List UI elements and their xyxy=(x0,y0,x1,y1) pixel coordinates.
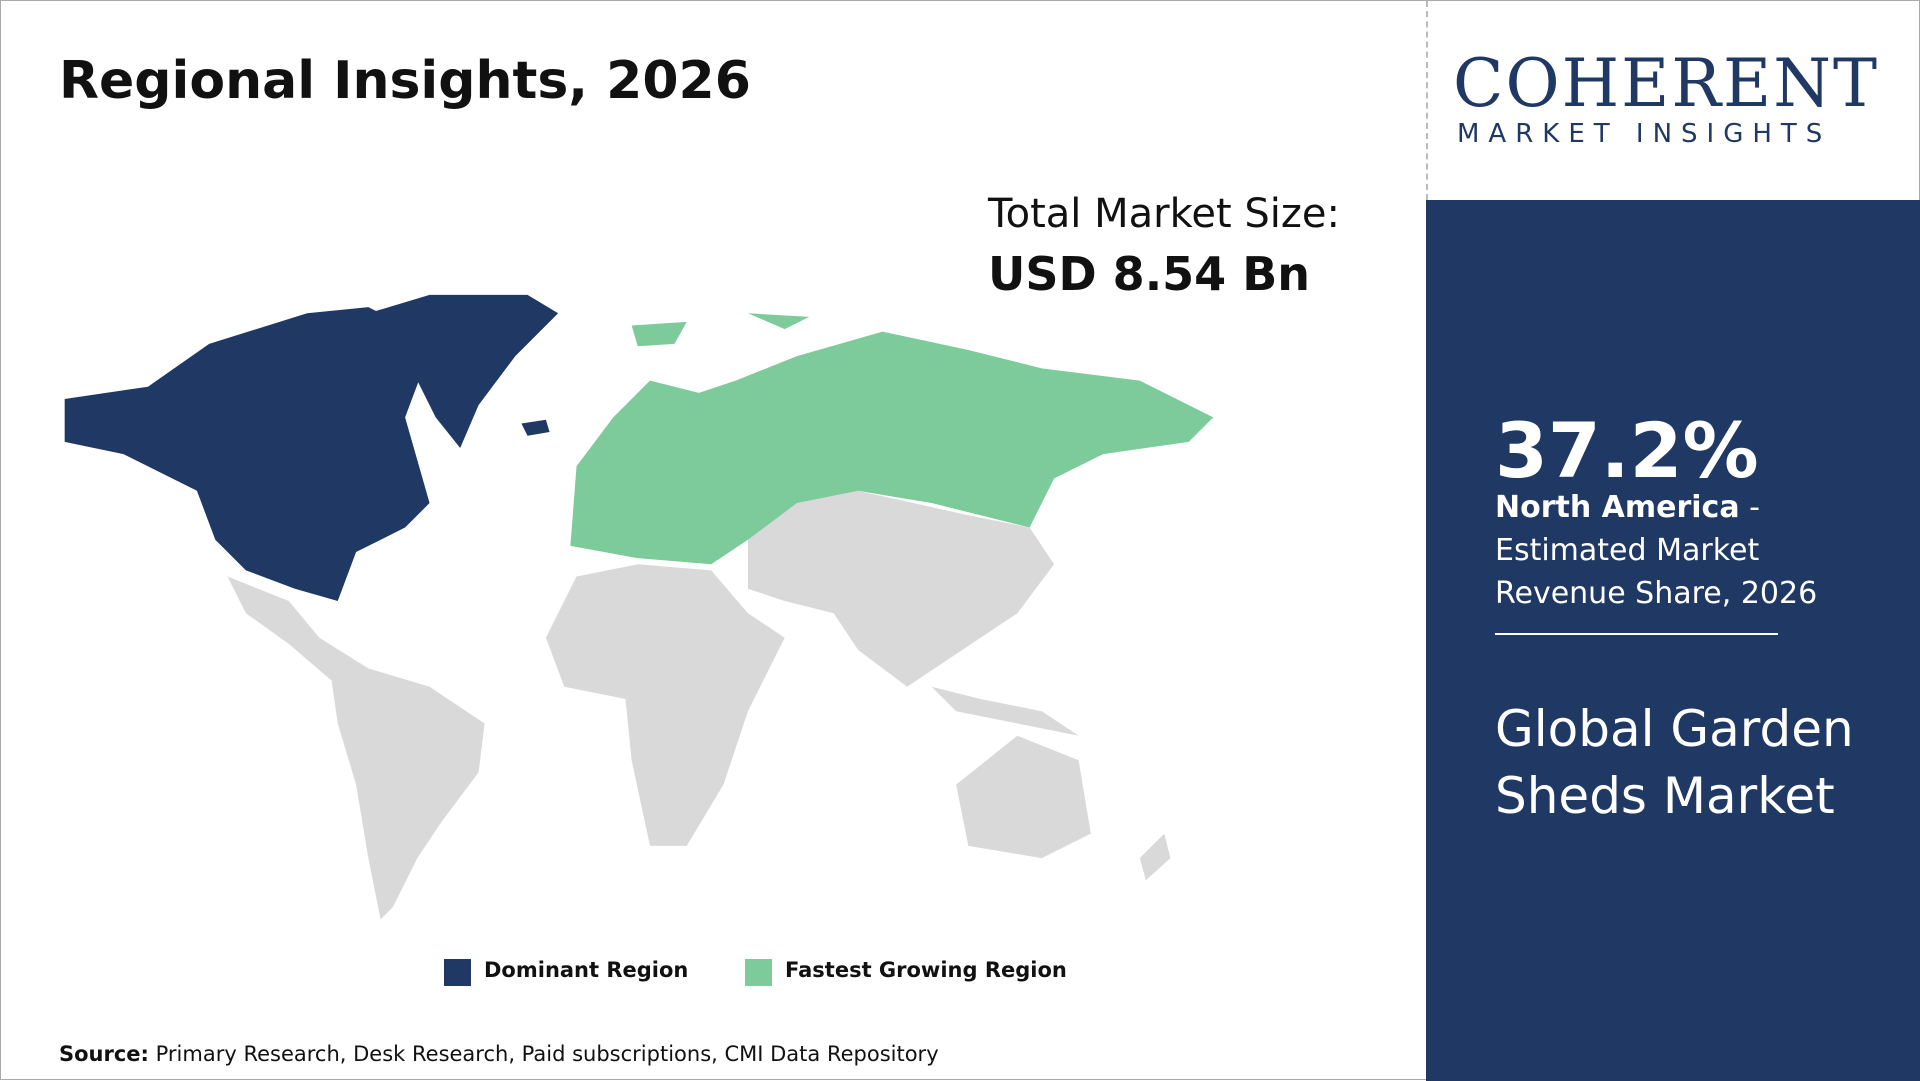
source-text: Primary Research, Desk Research, Paid su… xyxy=(148,1042,939,1066)
source: Source: Primary Research, Desk Research,… xyxy=(59,1042,939,1066)
market-size-value: USD 8.54 Bn xyxy=(988,247,1310,301)
legend-swatch xyxy=(745,959,772,986)
title: Regional Insights, 2026 xyxy=(59,51,751,111)
market-size-label: Total Market Size: xyxy=(988,191,1340,237)
legend-label: Fastest Growing Region xyxy=(785,958,1067,982)
region: North America xyxy=(1495,490,1740,525)
rule xyxy=(1495,633,1778,635)
logo-tagline: MARKET INSIGHTS xyxy=(1457,119,1832,149)
share-value: 37.2% xyxy=(1495,406,1759,495)
description: - Estimated Market Revenue Share, 2026 xyxy=(1495,490,1818,611)
legend-swatch xyxy=(444,959,471,986)
source-label: Source: xyxy=(59,1042,149,1066)
legend-label: Dominant Region xyxy=(484,958,689,982)
logo-name: COHERENT xyxy=(1453,45,1879,122)
market-name: Global Garden Sheds Market xyxy=(1495,700,1854,825)
divider xyxy=(1426,1,1428,200)
share-description: North America - Estimated Market Revenue… xyxy=(1495,486,1895,615)
world-map xyxy=(64,294,1214,920)
side-panel xyxy=(1426,200,1920,1081)
